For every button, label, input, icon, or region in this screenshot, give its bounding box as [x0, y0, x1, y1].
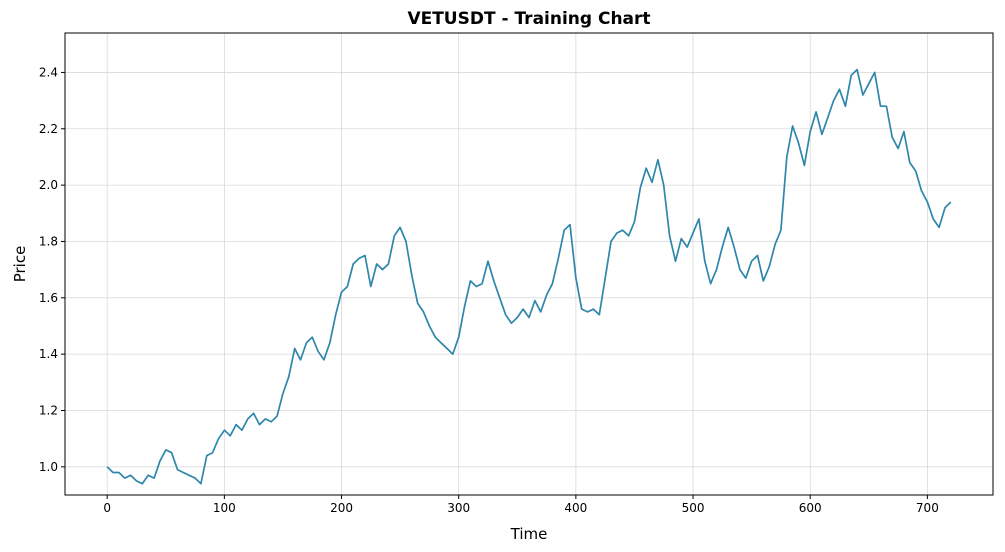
y-tick-label: 2.2	[39, 122, 58, 136]
series-layer	[106, 68, 952, 485]
y-tick-label: 2.4	[39, 65, 58, 79]
x-tick-label: 0	[103, 501, 111, 515]
x-tick-label: 700	[916, 501, 939, 515]
grid	[65, 33, 993, 495]
x-axis: 0 100 200 300 400 500 600 700	[103, 495, 939, 515]
y-tick-label: 1.8	[39, 234, 58, 248]
y-axis: 1.0 1.2 1.4 1.6 1.8 2.0 2.2 2.4	[39, 65, 65, 474]
x-axis-label: Time	[510, 525, 548, 543]
y-tick-label: 1.2	[39, 403, 58, 417]
x-tick-label: 100	[213, 501, 236, 515]
y-tick-label: 1.0	[39, 460, 58, 474]
x-tick-label: 300	[447, 501, 470, 515]
price-series-line	[106, 68, 952, 485]
x-tick-label: 400	[564, 501, 587, 515]
chart-title: VETUSDT - Training Chart	[407, 9, 650, 29]
x-tick-label: 600	[799, 501, 822, 515]
y-tick-label: 1.4	[39, 347, 58, 361]
y-tick-label: 1.6	[39, 291, 58, 305]
x-tick-label: 500	[682, 501, 705, 515]
plot-frame	[64, 32, 994, 496]
y-tick-label: 2.0	[39, 178, 58, 192]
y-axis-label: Price	[11, 246, 29, 283]
x-tick-label: 200	[330, 501, 353, 515]
